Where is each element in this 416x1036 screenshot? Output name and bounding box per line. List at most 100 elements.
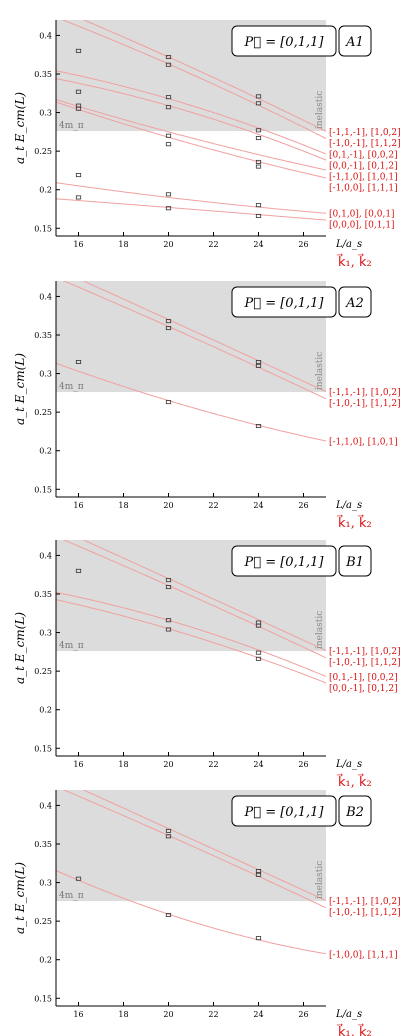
y-tick-label: 0.2	[39, 706, 52, 715]
x-tick-label: 18	[118, 240, 128, 249]
irrep-label: A1	[345, 35, 364, 50]
energy-curve	[62, 790, 326, 909]
threshold-label: 4m_π	[59, 891, 84, 901]
curve-label: [-1,0,-1], [1,1,2]	[329, 658, 401, 668]
momentum-box	[231, 25, 337, 57]
curve-label: [-1,0,-1], [1,1,2]	[329, 399, 401, 409]
y-tick-label: 0.25	[34, 408, 52, 417]
y-tick-label: 0.15	[34, 744, 52, 753]
curve-label: [0,1,-1], [0,0,2]	[329, 673, 398, 683]
curve-label: [-1,1,0], [1,0,1]	[329, 173, 398, 183]
inelastic-label: inelastic	[315, 352, 325, 390]
curve-label: [-1,1,-1], [1,0,2]	[329, 128, 401, 138]
energy-curve	[56, 198, 326, 221]
x-tick-label: 16	[73, 240, 83, 249]
y-tick-label: 0.35	[34, 331, 52, 340]
x-tick-label: 26	[298, 1010, 308, 1019]
irrep-box	[338, 286, 372, 318]
irrep-label: B1	[345, 555, 364, 570]
data-point	[255, 872, 262, 877]
curve-label: [0,1,0], [0,0,1]	[329, 210, 395, 220]
y-tick-label: 0.15	[34, 224, 52, 233]
momentum-label: k⃗₁, k⃗₂	[336, 254, 372, 270]
curve-label: [0,0,-1], [0,1,2]	[329, 162, 398, 172]
y-tick-label: 0.3	[39, 109, 52, 118]
inelastic-label: inelastic	[315, 91, 325, 129]
y-axis-label: a_t E_cm(L)	[13, 612, 27, 684]
x-axis-label: L/a_s	[335, 1009, 362, 1020]
y-tick-label: 0.25	[34, 147, 52, 156]
curve-label: [0,1,-1], [0,0,2]	[329, 151, 398, 161]
y-tick-label: 0.4	[39, 31, 52, 40]
chart-panel-a2: [-1,1,-1], [1,0,2][-1,0,-1], [1,1,2] [-1,…	[13, 281, 401, 531]
data-point	[165, 95, 172, 100]
data-point	[75, 106, 82, 111]
y-axis-label: a_t E_cm(L)	[13, 92, 27, 164]
energy-curve	[56, 78, 326, 161]
energy-curve	[56, 101, 326, 179]
y-tick-label: 0.3	[39, 879, 52, 888]
x-tick-label: 18	[118, 1010, 128, 1019]
energy-curve	[82, 540, 326, 652]
data-point	[255, 936, 262, 941]
data-point	[165, 62, 172, 67]
x-axis-label: L/a_s	[335, 500, 362, 511]
inelastic-label: inelastic	[315, 611, 325, 649]
data-point	[165, 133, 172, 138]
y-tick-label: 0.15	[34, 994, 52, 1003]
irrep-box	[338, 25, 372, 57]
data-point	[165, 142, 172, 147]
data-point	[165, 585, 172, 590]
threshold-label: 4m_π	[59, 382, 84, 392]
momentum-label: k⃗₁, k⃗₂	[336, 774, 372, 790]
energy-curve	[56, 70, 326, 155]
y-tick-label: 0.15	[34, 485, 52, 494]
data-point	[165, 206, 172, 211]
chart-panel-b2: [-1,1,-1], [1,0,2][-1,0,-1], [1,1,2] [-1,…	[13, 790, 401, 1036]
x-tick-label: 24	[253, 760, 263, 769]
energy-curve	[56, 182, 326, 214]
x-tick-label: 24	[253, 1010, 263, 1019]
momentum-label: k⃗₁, k⃗₂	[336, 515, 372, 531]
momentum-box	[231, 286, 337, 318]
data-point	[75, 89, 82, 94]
y-tick-label: 0.2	[39, 956, 52, 965]
data-point	[165, 400, 172, 405]
y-tick-label: 0.4	[39, 801, 52, 810]
data-point	[255, 94, 262, 99]
data-point	[165, 326, 172, 331]
x-axis-label: L/a_s	[335, 239, 362, 250]
data-point	[75, 173, 82, 178]
curve-label: [-1,0,0], [1,1,1]	[329, 950, 398, 960]
x-tick-label: 18	[118, 501, 128, 510]
y-tick-label: 0.2	[39, 186, 52, 195]
x-tick-label: 16	[73, 501, 83, 510]
data-point	[75, 568, 82, 573]
energy-curve	[82, 20, 326, 132]
energy-curve	[56, 591, 326, 678]
curve-label: [0,0,-1], [0,1,2]	[329, 684, 398, 694]
y-tick-label: 0.35	[34, 70, 52, 79]
x-tick-label: 20	[163, 240, 173, 249]
data-point	[165, 578, 172, 583]
energy-curve	[61, 20, 326, 139]
x-tick-label: 24	[253, 501, 263, 510]
curve-label: [-1,0,-1], [1,1,2]	[329, 908, 401, 918]
x-tick-label: 18	[118, 760, 128, 769]
data-point	[255, 213, 262, 218]
momentum-title: P⃗ = [0,1,1]	[244, 296, 325, 311]
y-tick-label: 0.25	[34, 667, 52, 676]
y-tick-label: 0.3	[39, 370, 52, 379]
data-point	[165, 192, 172, 197]
data-point	[165, 618, 172, 623]
x-tick-label: 22	[208, 240, 218, 249]
y-axis-label: a_t E_cm(L)	[13, 862, 27, 934]
data-point	[255, 203, 262, 208]
x-tick-label: 16	[73, 1010, 83, 1019]
data-point	[165, 834, 172, 839]
data-point	[255, 164, 262, 169]
energy-curve	[82, 790, 326, 902]
data-point	[75, 48, 82, 53]
irrep-label: A2	[345, 296, 364, 311]
